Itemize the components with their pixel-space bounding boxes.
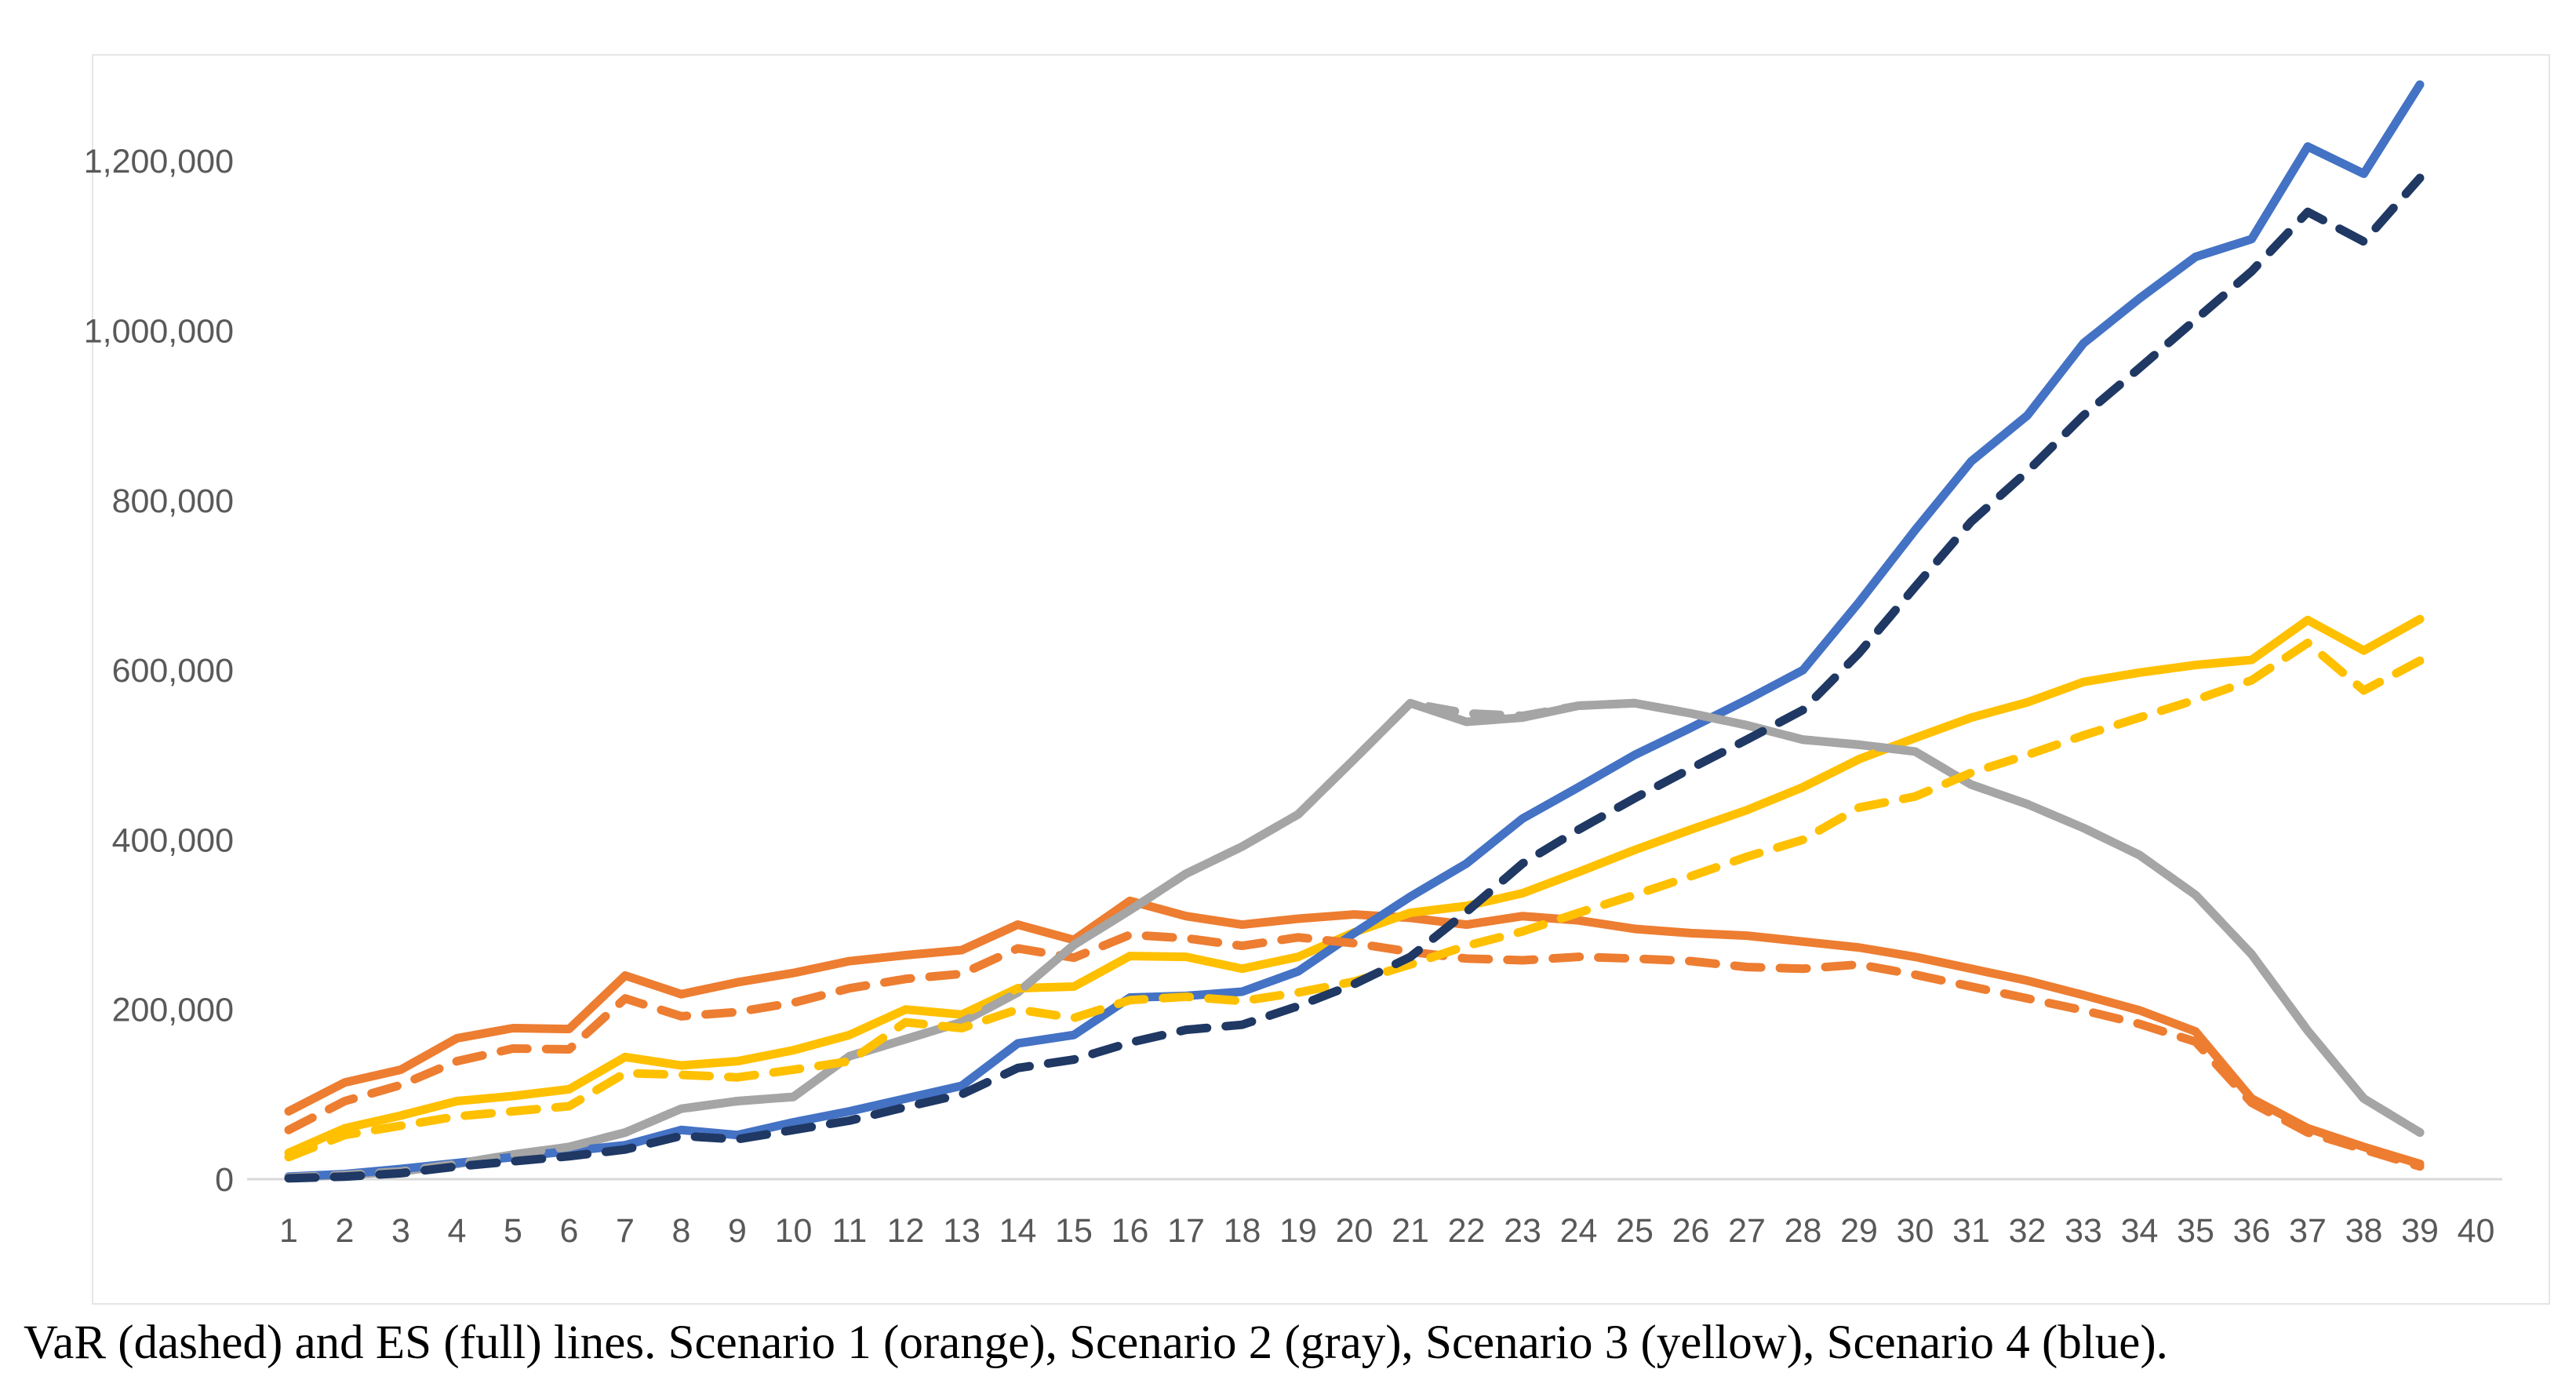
x-axis-tick-label: 39 [2401, 1212, 2439, 1250]
x-axis-tick-label: 36 [2233, 1212, 2271, 1250]
x-axis-tick-label: 11 [832, 1212, 868, 1250]
series-line-s4-es [284, 80, 2425, 1182]
x-axis-tick-label: 40 [2458, 1212, 2495, 1250]
x-axis-tick-label: 3 [391, 1212, 410, 1250]
y-axis-tick-label: 600,000 [112, 652, 234, 690]
x-axis-tick-label: 18 [1224, 1212, 1261, 1250]
x-axis-tick-label: 37 [2289, 1212, 2327, 1250]
x-axis-tick-label: 25 [1616, 1212, 1654, 1250]
x-axis-tick-label: 38 [2345, 1212, 2383, 1250]
x-axis-tick-label: 1 [279, 1212, 298, 1250]
y-axis-tick-label: 400,000 [112, 821, 234, 859]
x-axis-tick-label: 23 [1504, 1212, 1541, 1250]
x-axis-tick-label: 20 [1336, 1212, 1374, 1250]
x-axis-tick-label: 33 [2065, 1212, 2102, 1250]
x-axis-tick-label: 9 [728, 1212, 747, 1250]
x-axis-tick-label: 14 [999, 1212, 1037, 1250]
x-axis-tick-label: 13 [943, 1212, 981, 1250]
x-axis-tick-label: 30 [1897, 1212, 1934, 1250]
x-axis-tick-label: 32 [2009, 1212, 2047, 1250]
x-axis-tick-label: 35 [2177, 1212, 2214, 1250]
x-axis-tick-label: 6 [560, 1212, 579, 1250]
x-axis-tick-label: 28 [1785, 1212, 1822, 1250]
x-axis-tick-label: 24 [1560, 1212, 1598, 1250]
series-line-s1-es [284, 896, 2425, 1169]
y-axis-tick-label: 800,000 [112, 482, 234, 520]
series-line-s2-var [284, 698, 2425, 1182]
y-axis-tick-label: 200,000 [112, 992, 234, 1029]
series-line-s4-var [284, 173, 2425, 1183]
x-axis-tick-label: 2 [336, 1212, 355, 1250]
x-axis-tick-label: 7 [616, 1212, 635, 1250]
x-axis-tick-label: 19 [1279, 1212, 1317, 1250]
x-axis-tick-label: 5 [504, 1212, 522, 1250]
x-axis-tick-label: 21 [1392, 1212, 1429, 1250]
x-axis-tick-label: 34 [2121, 1212, 2159, 1250]
y-axis-tick-label: 0 [215, 1161, 234, 1199]
x-axis-tick-label: 26 [1672, 1212, 1710, 1250]
x-axis-tick-label: 17 [1167, 1212, 1205, 1250]
x-axis-tick-label: 4 [448, 1212, 467, 1250]
series-line-s1-var [284, 930, 2425, 1171]
x-axis-tick-label: 16 [1112, 1212, 1149, 1250]
x-axis-tick-label: 15 [1055, 1212, 1093, 1250]
x-axis-tick-label: 29 [1840, 1212, 1878, 1250]
x-axis-tick-label: 8 [672, 1212, 691, 1250]
x-axis-tick-label: 10 [775, 1212, 813, 1250]
x-axis-tick-label: 31 [1952, 1212, 1990, 1250]
x-axis-tick-label: 22 [1448, 1212, 1486, 1250]
figure-caption: VaR (dashed) and ES (full) lines. Scenar… [24, 1316, 2168, 1369]
y-axis-tick-label: 1,000,000 [84, 313, 234, 351]
x-axis-tick-label: 27 [1728, 1212, 1766, 1250]
y-axis-tick-label: 1,200,000 [84, 143, 234, 180]
x-axis-tick-label: 12 [887, 1212, 925, 1250]
